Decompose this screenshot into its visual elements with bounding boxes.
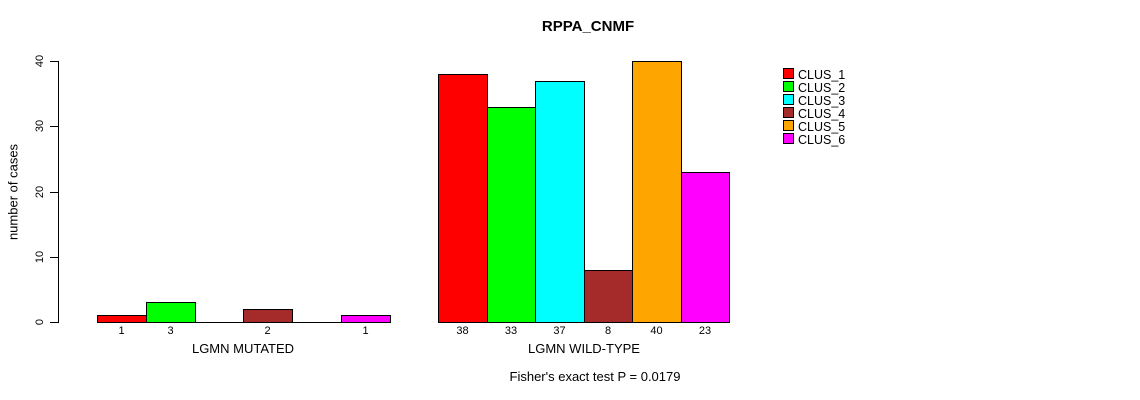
bar-value-label: 3 (167, 325, 174, 337)
legend-label: CLUS_2 (798, 80, 846, 95)
y-tick (50, 192, 58, 193)
bar-clus_2 (487, 107, 536, 323)
x-group-label-mutated: LGMN MUTATED (191, 341, 295, 356)
legend-swatch-clus_4 (783, 107, 794, 119)
legend-item-clus_3: CLUS_3 (783, 92, 846, 108)
legend-swatch-clus_2 (783, 81, 794, 93)
legend-label: CLUS_3 (798, 93, 846, 108)
legend-label: CLUS_6 (798, 132, 846, 147)
bar-clus_3 (535, 81, 585, 323)
bar-clus_4 (584, 270, 633, 323)
legend-label: CLUS_5 (798, 119, 846, 134)
bar-value-label: 40 (650, 325, 663, 337)
bar-clus_5 (632, 61, 682, 323)
legend-item-clus_5: CLUS_5 (783, 118, 846, 134)
legend-swatch-clus_6 (783, 133, 794, 145)
legend-swatch-clus_3 (783, 94, 794, 106)
legend-label: CLUS_1 (798, 67, 846, 82)
y-tick (50, 257, 58, 258)
bar-value-label: 1 (362, 325, 369, 337)
legend-item-clus_4: CLUS_4 (783, 105, 846, 121)
legend-swatch-clus_1 (783, 68, 794, 80)
y-tick (50, 322, 58, 323)
y-tick-label: 10 (34, 250, 46, 264)
bar-clus_2 (146, 302, 196, 323)
bar-value-label: 1 (118, 325, 125, 337)
fisher-annotation: Fisher's exact test P = 0.0179 (509, 369, 681, 384)
bar-clus_1 (438, 74, 488, 323)
y-tick-label: 40 (34, 54, 46, 68)
bar-clus_1 (97, 315, 147, 323)
legend-label: CLUS_4 (798, 106, 846, 121)
bar-value-label: 33 (504, 325, 518, 337)
bar-value-label: 8 (604, 325, 612, 337)
bar-value-label: 2 (264, 325, 271, 337)
y-tick (50, 61, 58, 62)
y-tick-label: 30 (34, 119, 46, 133)
legend-item-clus_1: CLUS_1 (783, 66, 846, 82)
bar-clus_6 (681, 172, 730, 323)
legend-item-clus_2: CLUS_2 (783, 79, 846, 95)
bar-clus_6 (341, 315, 391, 323)
bar-value-label: 38 (456, 325, 469, 337)
y-tick (50, 126, 58, 127)
bar-value-label: 37 (553, 325, 566, 337)
chart-title: RPPA_CNMF (541, 18, 635, 35)
y-tick-label: 0 (34, 318, 46, 326)
bar-value-label: 23 (698, 325, 712, 337)
legend-item-clus_6: CLUS_6 (783, 131, 846, 147)
y-axis-line (58, 61, 59, 323)
y-axis-label: number of cases (5, 143, 21, 241)
x-group-label-wildtype: LGMN WILD-TYPE (528, 341, 640, 356)
bar-clus_4 (243, 309, 293, 323)
legend-swatch-clus_5 (783, 120, 794, 132)
y-tick-label: 20 (34, 185, 46, 199)
